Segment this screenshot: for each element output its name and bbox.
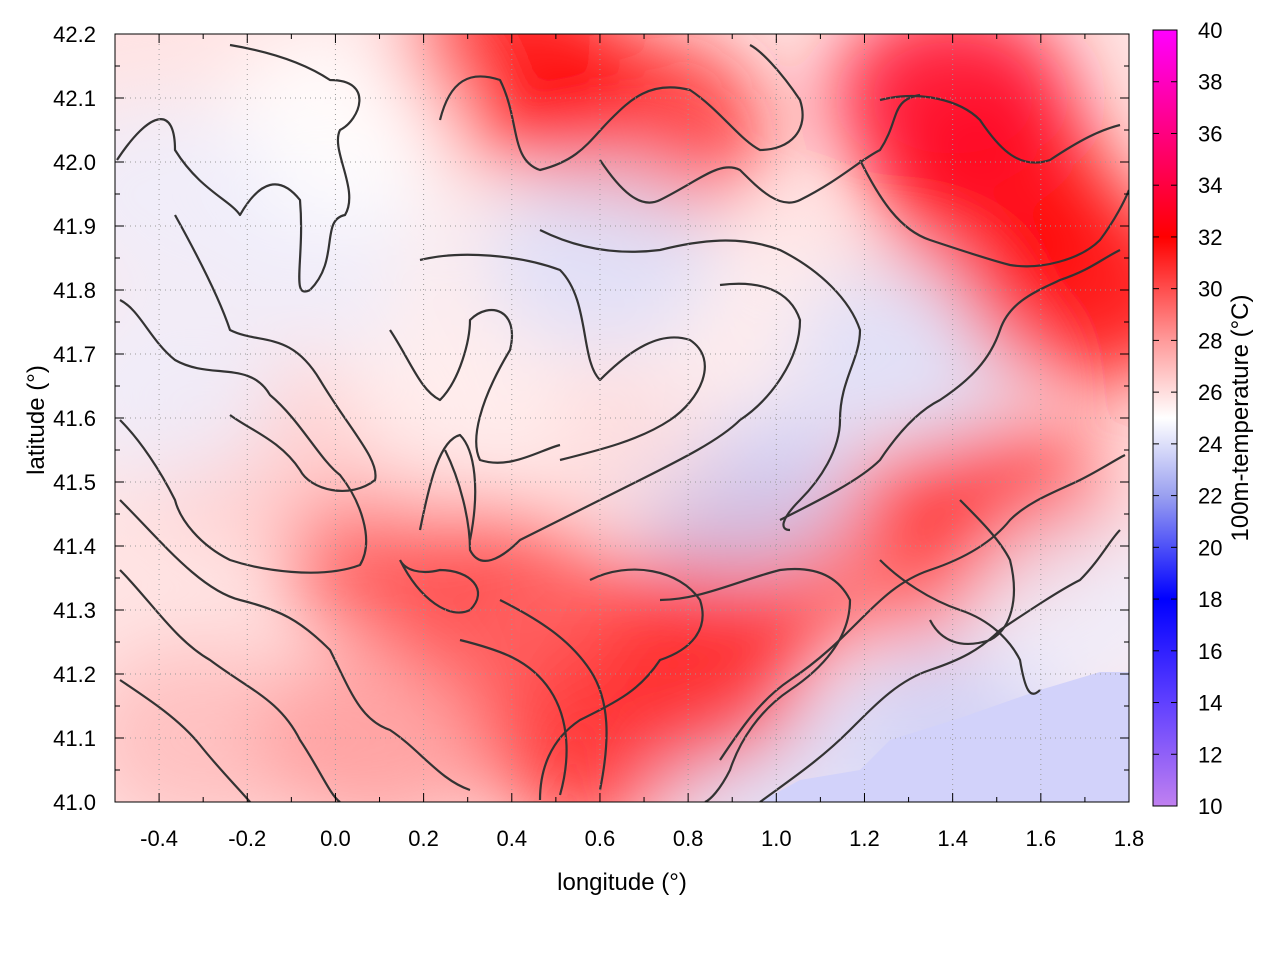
x-tick-label: 1.6 — [1026, 826, 1057, 851]
contour-line — [444, 282, 802, 562]
x-tick-label: 0.6 — [585, 826, 616, 851]
colorbar-tick-label: 20 — [1198, 535, 1222, 560]
contour-line — [929, 499, 1015, 645]
sea-area — [760, 672, 1129, 802]
colorbar-tick-label: 28 — [1198, 328, 1222, 353]
contour-line — [119, 679, 251, 802]
x-axis-ticks: -0.4 -0.2 0.0 0.2 0.4 0.6 0.8 1.0 1.2 1.4 1.6 1.8 — [114, 34, 1145, 851]
colorbar-tick-label: 26 — [1198, 380, 1222, 405]
x-tick-label: 1.8 — [1114, 826, 1145, 851]
x-tick-label: 0.8 — [673, 826, 704, 851]
contour-line — [419, 253, 706, 462]
colorbar-tick-label: 32 — [1198, 225, 1222, 250]
colorbar-tick-label: 34 — [1198, 173, 1222, 198]
heatmap-sample — [964, 515, 1129, 705]
contour-line — [539, 229, 862, 532]
contour-line — [719, 454, 1126, 761]
colorbar-tick-label: 24 — [1198, 432, 1222, 457]
y-tick-label: 42.1 — [53, 86, 96, 111]
heatmap-samples — [115, 34, 1129, 802]
colorbar-label: 100m-temperature (°C) — [1227, 294, 1254, 541]
contour-line — [759, 529, 1121, 802]
contour-line — [418, 433, 477, 541]
y-tick-label: 41.8 — [53, 278, 96, 303]
contour-line — [879, 559, 1041, 695]
y-tick-label: 42.0 — [53, 150, 96, 175]
colorbar-tick-label: 12 — [1198, 742, 1222, 767]
y-tick-label: 42.2 — [53, 22, 96, 47]
grid-lines — [115, 33, 1130, 803]
colorbar-tick-label: 36 — [1198, 121, 1222, 146]
x-axis-label: longitude (°) — [557, 869, 687, 896]
colorbar-tick-label: 40 — [1198, 18, 1222, 43]
colorbar-tick-label: 30 — [1198, 277, 1222, 302]
contour-line — [389, 308, 561, 464]
y-tick-label: 41.0 — [53, 790, 96, 815]
heatmap-sample — [832, 34, 1073, 193]
colorbar-scale — [1152, 29, 1178, 807]
y-tick-label: 41.2 — [53, 662, 96, 687]
y-axis-ticks: 41.0 41.1 41.2 41.3 41.4 41.5 41.6 41.7 41.8 41.9… — [53, 22, 1129, 815]
colorbar: 10 12 14 16 18 20 22 24 26 28 30 32 34 36 38 40 100m-te… — [1152, 18, 1254, 819]
x-tick-label: 0.2 — [408, 826, 439, 851]
heatmap-field — [115, 34, 1129, 802]
contour-line — [499, 599, 608, 791]
contour-line — [174, 214, 377, 492]
x-tick-label: 0.0 — [320, 826, 351, 851]
colorbar-tick-label: 14 — [1198, 691, 1222, 716]
contour-line — [119, 499, 471, 792]
contour-line — [459, 638, 568, 796]
x-tick-label: -0.4 — [140, 826, 178, 851]
x-tick-label: -0.2 — [228, 826, 266, 851]
contour-line — [779, 249, 1121, 521]
y-tick-label: 41.5 — [53, 470, 96, 495]
y-tick-label: 41.9 — [53, 214, 96, 239]
x-tick-label: 1.0 — [761, 826, 792, 851]
contour-line — [538, 568, 704, 801]
heatmap-sample — [115, 99, 280, 289]
terrain-contours — [116, 43, 1129, 802]
contour-line — [119, 299, 368, 574]
y-tick-label: 41.4 — [53, 534, 96, 559]
contour-line — [399, 559, 480, 614]
y-tick-label: 41.6 — [53, 406, 96, 431]
heatmap-sample — [964, 195, 1129, 385]
x-tick-label: 0.4 — [496, 826, 527, 851]
contour-line — [859, 159, 1129, 268]
colorbar-tick-label: 16 — [1198, 639, 1222, 664]
colorbar-ticks: 10 12 14 16 18 20 22 24 26 28 30 32 34 36 38 40 — [1153, 18, 1222, 819]
x-tick-label: 1.2 — [849, 826, 880, 851]
y-tick-label: 41.1 — [53, 726, 96, 751]
x-tick-label: 1.4 — [937, 826, 968, 851]
y-tick-label: 41.3 — [53, 598, 96, 623]
colorbar-tick-label: 38 — [1198, 70, 1222, 95]
colorbar-tick-label: 10 — [1198, 794, 1222, 819]
colorbar-tick-label: 22 — [1198, 484, 1222, 509]
contour-line — [599, 93, 921, 204]
y-axis-label: latitude (°) — [23, 365, 50, 475]
contour-line — [879, 94, 1121, 164]
y-tick-label: 41.7 — [53, 342, 96, 367]
colorbar-tick-label: 18 — [1198, 587, 1222, 612]
heatmap-sample — [479, 163, 720, 353]
